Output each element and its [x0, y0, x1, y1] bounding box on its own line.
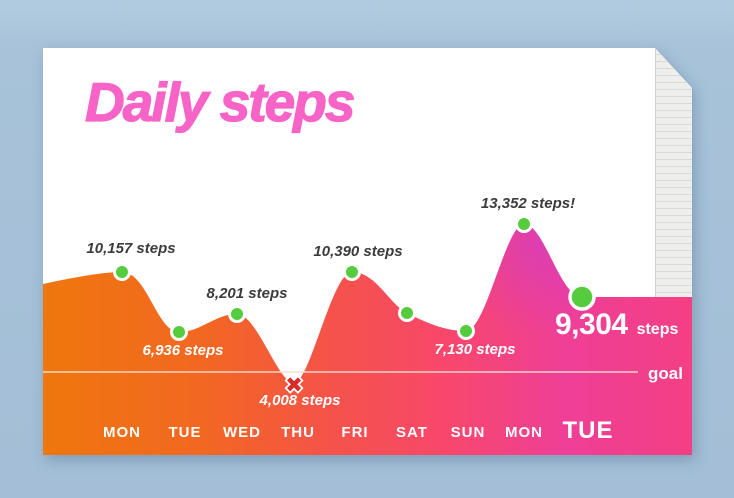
- point-label-mon1: 10,157 steps: [86, 240, 176, 257]
- day-label-thu: THU: [281, 424, 315, 441]
- day-label-sun: SUN: [450, 424, 486, 441]
- day-label-tue2-current: TUE: [562, 417, 614, 444]
- chart-title: Daily steps: [84, 70, 356, 133]
- goal-label: goal: [648, 364, 683, 383]
- data-point-dot-sun[interactable]: [457, 322, 475, 340]
- data-point-dot-fri[interactable]: [343, 263, 361, 281]
- point-label-sun: 7,130 steps: [434, 341, 516, 358]
- point-label-wed: 8,201 steps: [206, 285, 288, 302]
- card-shadow: Daily steps: [43, 48, 692, 455]
- current-steps-number: 9,304: [555, 308, 628, 341]
- x-axis-days: MON TUE WED THU FRI SAT SUN MON TUE: [43, 415, 692, 455]
- data-point-dot-wed[interactable]: [228, 305, 246, 323]
- day-label-mon1: MON: [103, 424, 141, 441]
- current-steps-unit: steps: [636, 321, 679, 338]
- data-point-dot-mon1[interactable]: [113, 263, 131, 281]
- data-point-dot-tue1[interactable]: [170, 323, 188, 341]
- current-day-value: 9,304 steps: [555, 308, 678, 342]
- point-label-tue1: 6,936 steps: [142, 342, 224, 359]
- day-label-wed: WED: [223, 424, 261, 441]
- day-label-fri: FRI: [341, 424, 369, 441]
- steps-area-chart: ✖: [43, 215, 692, 455]
- day-label-mon2: MON: [505, 424, 543, 441]
- data-point-dot-tue2-current[interactable]: [568, 283, 596, 311]
- data-point-dot-mon2[interactable]: [515, 215, 533, 233]
- data-point-dot-sat[interactable]: [398, 304, 416, 322]
- goal-missed-x-icon[interactable]: ✖: [283, 371, 304, 399]
- point-label-thu: 4,008 steps: [259, 392, 341, 409]
- point-label-fri: 10,390 steps: [313, 243, 403, 260]
- day-label-tue1: TUE: [168, 424, 202, 441]
- day-label-sat: SAT: [396, 424, 428, 441]
- notepad-card: Daily steps: [43, 48, 692, 455]
- point-label-mon2: 13,352 steps!: [480, 195, 576, 212]
